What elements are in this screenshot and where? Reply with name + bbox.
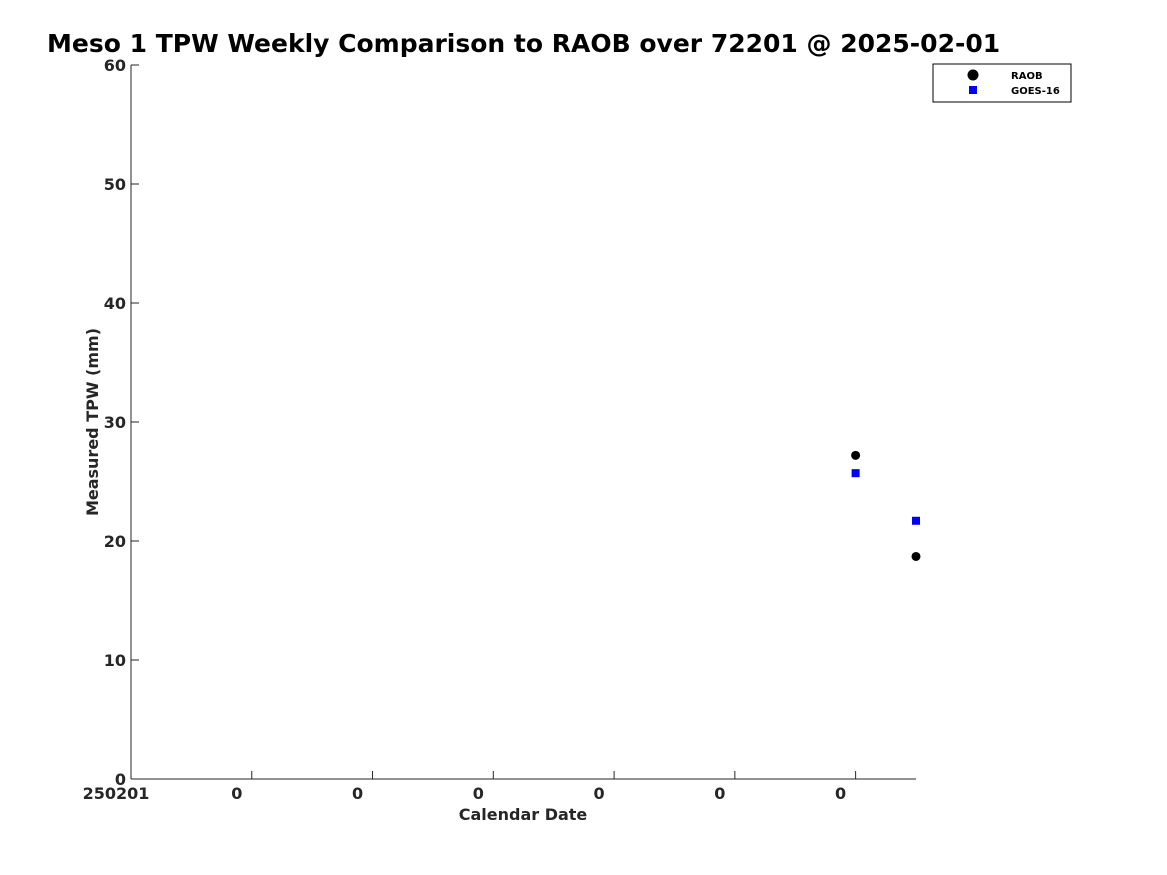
y-tick-label: 10 [104,651,126,670]
y-axis-label: Measured TPW (mm) [83,328,102,516]
raob-point [911,551,921,561]
y-tick-label: 60 [104,56,126,75]
y-tick-label: 50 [104,175,126,194]
x-tick-label: 0 [231,784,242,803]
goes-16-point [851,469,860,478]
y-tick-label: 30 [104,413,126,432]
y-tick-label: 20 [104,532,126,551]
legend-label: GOES-16 [1011,86,1060,97]
legend-raob-marker [967,69,979,81]
axes [130,65,916,780]
x-axis-label: Calendar Date [459,805,588,824]
legend-goes-16-marker [969,86,977,94]
y-tick-label: 0 [115,770,126,789]
legend-label: RAOB [1011,71,1043,82]
x-tick-label: 0 [352,784,363,803]
legend-box [932,63,1072,103]
y-tick-label: 40 [104,294,126,313]
x-tick-label: 0 [835,784,846,803]
x-tick-label: 0 [594,784,605,803]
x-tick-label: 0 [473,784,484,803]
chart-title: Meso 1 TPW Weekly Comparison to RAOB ove… [47,29,1000,58]
x-tick-label: 0 [714,784,725,803]
data-points [851,450,921,561]
legend: RAOB GOES-16 [932,63,1072,103]
goes-16-point [912,516,920,525]
x-tick-label: 250201 [83,784,150,803]
raob-point [851,450,861,460]
